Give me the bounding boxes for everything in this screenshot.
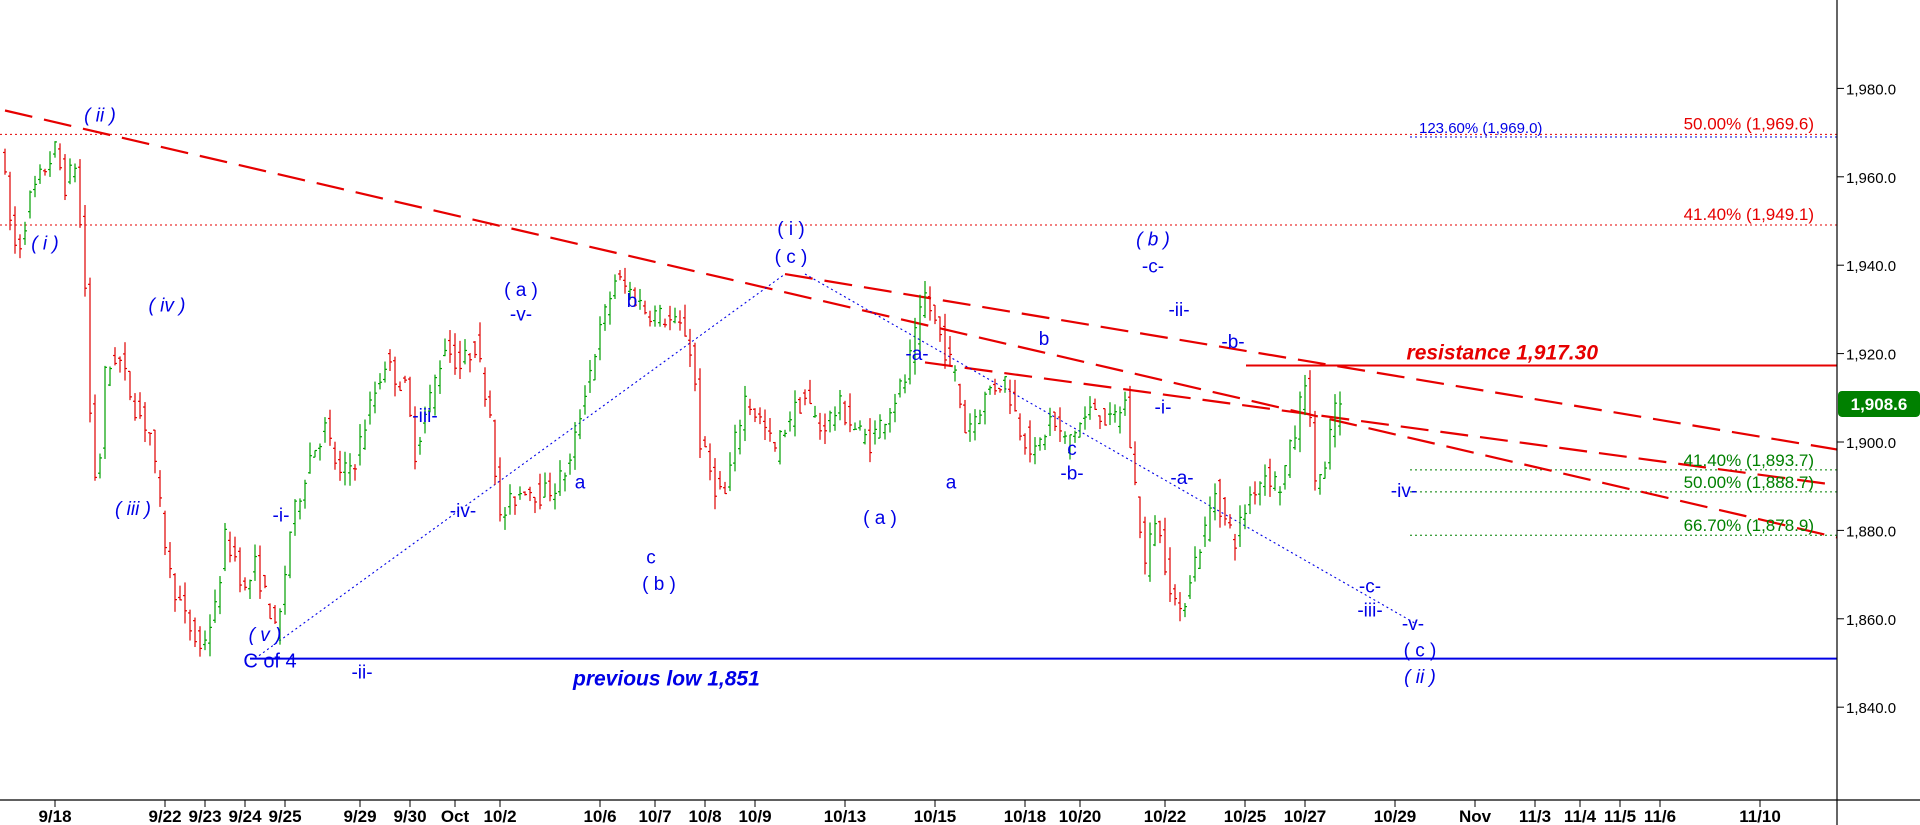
fib-green-label: 50.00% (1,888.7)	[1684, 473, 1814, 492]
x-tick-label: 9/30	[393, 807, 426, 825]
x-tick-label: Oct	[441, 807, 470, 825]
x-tick-label: 9/23	[188, 807, 221, 825]
wave-label: -i-	[1155, 397, 1172, 418]
wave-label: ( c )	[1404, 640, 1437, 661]
y-tick-label: 1,900.0	[1846, 435, 1896, 452]
x-tick-label: 10/13	[824, 807, 867, 825]
fib-green-label: 41.40% (1,893.7)	[1684, 451, 1814, 470]
x-tick-label: 10/8	[688, 807, 721, 825]
wave-label: -iv-	[450, 501, 476, 522]
channel-rise-trendline	[254, 273, 786, 660]
x-tick-label: 9/29	[343, 807, 376, 825]
wave-label: -a-	[1170, 468, 1193, 489]
wave-label: ( c )	[775, 247, 808, 268]
x-tick-label: 10/22	[1144, 807, 1187, 825]
x-tick-label: 9/24	[228, 807, 262, 825]
resistance-label: resistance 1,917.30	[1407, 342, 1599, 365]
x-tick-label: 11/3	[1519, 807, 1551, 825]
x-tick-label: 11/6	[1644, 807, 1676, 825]
x-tick-label: 10/29	[1374, 807, 1417, 825]
fib-red-label: 41.40% (1,949.1)	[1684, 205, 1814, 224]
x-tick-label: 11/4	[1564, 807, 1597, 825]
wave-label: c	[1067, 439, 1077, 460]
x-tick-label: 10/2	[483, 807, 516, 825]
x-tick-label: 9/22	[148, 807, 181, 825]
x-tick-label: 11/10	[1739, 807, 1781, 825]
wave-label: -c-	[1359, 576, 1381, 597]
wave-label: -v-	[1402, 614, 1424, 635]
x-tick-label: 10/27	[1284, 807, 1327, 825]
wave-label: ( i )	[31, 234, 58, 255]
plot-area	[0, 109, 1837, 660]
wave-label: c	[646, 548, 656, 569]
wave-label: C of 4	[243, 650, 296, 672]
wave-label: ( ii )	[84, 106, 116, 127]
wave-label: ( a )	[863, 508, 897, 529]
wave-label: a	[575, 472, 586, 493]
y-tick-label: 1,980.0	[1846, 81, 1896, 98]
wave-label: -iv-	[1391, 481, 1417, 502]
wave-label: b	[627, 291, 638, 312]
wave-label: -b-	[1060, 464, 1083, 485]
downtrend-lower-trendline	[924, 361, 1837, 487]
channel-fall-trendline	[804, 273, 1416, 624]
fib-green-label: 66.70% (1,878.9)	[1684, 516, 1814, 535]
y-tick-label: 1,880.0	[1846, 523, 1896, 540]
wave-label: -i-	[273, 506, 290, 527]
wave-label: a	[946, 472, 957, 493]
candles	[3, 141, 1342, 657]
x-tick-label: 10/7	[638, 807, 671, 825]
wave-label: ( b )	[642, 574, 676, 595]
wave-label: -v-	[510, 304, 532, 325]
wave-label: ( a )	[504, 280, 538, 301]
wave-label: ( iv )	[149, 296, 186, 317]
y-tick-label: 1,860.0	[1846, 612, 1896, 629]
x-tick-label: 10/25	[1224, 807, 1267, 825]
last-price-label: 1,908.6	[1851, 395, 1908, 414]
wave-label: -b-	[1221, 332, 1244, 353]
x-tick-label: 10/20	[1059, 807, 1102, 825]
wave-label: -ii-	[351, 662, 372, 683]
y-tick-label: 1,920.0	[1846, 347, 1896, 364]
y-tick-label: 1,960.0	[1846, 170, 1896, 187]
wave-label: ( iii )	[115, 499, 151, 520]
wave-label: -iii-	[412, 406, 437, 427]
fib-red-label: 50.00% (1,969.6)	[1684, 114, 1814, 133]
x-tick-label: 9/25	[268, 807, 301, 825]
x-tick-label: 11/5	[1604, 807, 1636, 825]
x-tick-label: 10/6	[583, 807, 616, 825]
downtrend-long-trendline	[4, 109, 1837, 539]
wave-label: ( ii )	[1404, 667, 1436, 688]
fib-blue-label: 123.60% (1,969.0)	[1419, 120, 1542, 137]
x-tick-label: Nov	[1459, 807, 1492, 825]
x-tick-label: 9/18	[38, 807, 71, 825]
wave-label: ( v )	[249, 625, 282, 646]
wave-label: ( i )	[777, 219, 804, 240]
wave-label: -c-	[1142, 257, 1164, 278]
previous-low-label: previous low 1,851	[572, 668, 760, 691]
y-tick-label: 1,840.0	[1846, 700, 1896, 717]
wave-label: -a-	[905, 344, 928, 365]
downtrend-upper-trendline	[784, 272, 1837, 451]
x-tick-label: 10/15	[914, 807, 957, 825]
wave-label: -ii-	[1168, 300, 1189, 321]
last-price-badge	[1838, 390, 1920, 417]
y-tick-label: 1,940.0	[1846, 258, 1896, 275]
x-tick-label: 10/9	[738, 807, 771, 825]
wave-label: ( b )	[1136, 229, 1170, 250]
wave-label: -iii-	[1357, 601, 1382, 622]
x-tick-label: 10/18	[1004, 807, 1047, 825]
wave-label: b	[1039, 329, 1050, 350]
